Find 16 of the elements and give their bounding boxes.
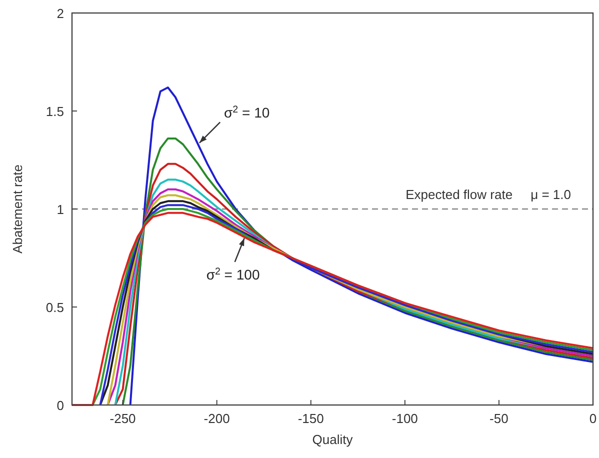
x-tick-label: -50 <box>490 411 508 426</box>
y-tick-label: 1.5 <box>46 104 64 119</box>
x-tick-label: -250 <box>110 411 136 426</box>
y-tick-label: 0.5 <box>46 300 64 315</box>
x-tick-label: -200 <box>204 411 230 426</box>
annotation: σ$^{2}$ = 10 <box>224 104 270 120</box>
x-tick-label: 0 <box>589 411 597 426</box>
annotation: σ$^{2}$ = 100 <box>206 266 260 282</box>
ref-line-label: Expected flow rate μ = 1.0 <box>406 187 571 202</box>
x-axis-title: Quality <box>312 432 354 447</box>
y-axis-title: Abatement rate <box>10 164 25 254</box>
y-tick-label: 2 <box>56 6 64 21</box>
x-tick-label: -150 <box>298 411 324 426</box>
y-tick-label: 1 <box>56 202 64 217</box>
y-tick-label: 0 <box>56 398 64 413</box>
x-tick-label: -100 <box>392 411 418 426</box>
